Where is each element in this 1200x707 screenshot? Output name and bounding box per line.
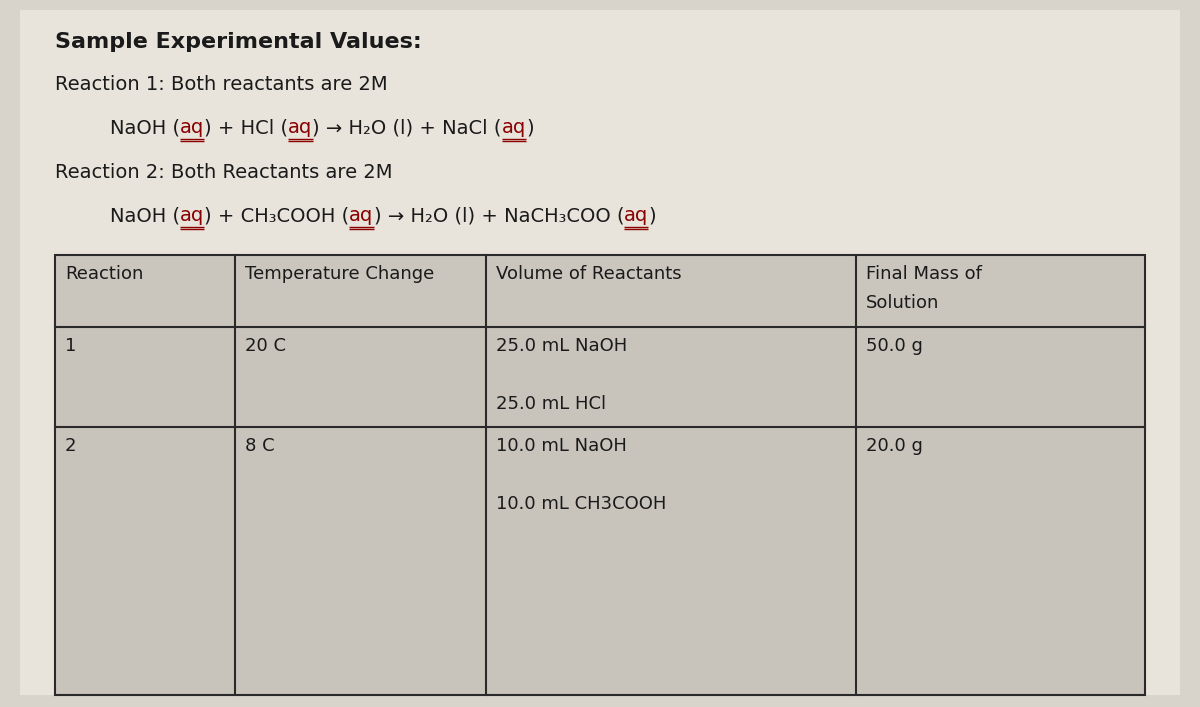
Bar xyxy=(235,427,486,695)
Bar xyxy=(486,427,856,695)
Text: NaOH (: NaOH ( xyxy=(110,206,180,225)
Bar xyxy=(55,255,1145,695)
Text: aq: aq xyxy=(180,118,204,137)
Text: aq: aq xyxy=(288,118,312,137)
Text: 25.0 mL NaOH

25.0 mL HCl: 25.0 mL NaOH 25.0 mL HCl xyxy=(496,337,626,414)
Text: aq: aq xyxy=(502,118,526,137)
Text: Temperature Change: Temperature Change xyxy=(245,265,434,283)
Text: Reaction 1: Both reactants are 2M: Reaction 1: Both reactants are 2M xyxy=(55,75,388,94)
Bar xyxy=(856,327,1145,427)
Bar xyxy=(235,255,486,327)
Text: Sample Experimental Values:: Sample Experimental Values: xyxy=(55,32,421,52)
Text: 2: 2 xyxy=(65,437,77,455)
Text: ): ) xyxy=(648,206,656,225)
Text: 50.0 g: 50.0 g xyxy=(866,337,923,355)
Text: ): ) xyxy=(526,118,534,137)
Bar xyxy=(486,255,856,327)
Text: 8 C: 8 C xyxy=(245,437,275,455)
Text: 20 C: 20 C xyxy=(245,337,286,355)
Text: aq: aq xyxy=(349,206,373,225)
Bar xyxy=(856,427,1145,695)
Bar xyxy=(486,327,856,427)
Bar xyxy=(55,255,235,327)
Text: Reaction 2: Both Reactants are 2M: Reaction 2: Both Reactants are 2M xyxy=(55,163,392,182)
Text: Reaction: Reaction xyxy=(65,265,143,283)
Text: ) + HCl (: ) + HCl ( xyxy=(204,118,288,137)
Text: ) → H₂O (l) + NaCH₃COO (: ) → H₂O (l) + NaCH₃COO ( xyxy=(373,206,624,225)
Bar xyxy=(55,327,235,427)
Text: NaOH (: NaOH ( xyxy=(110,118,180,137)
Bar xyxy=(235,327,486,427)
Text: ) + CH₃COOH (: ) + CH₃COOH ( xyxy=(204,206,349,225)
Bar xyxy=(856,255,1145,327)
Text: 10.0 mL NaOH

10.0 mL CH3COOH: 10.0 mL NaOH 10.0 mL CH3COOH xyxy=(496,437,666,513)
Text: aq: aq xyxy=(180,206,204,225)
Text: 1: 1 xyxy=(65,337,77,355)
FancyBboxPatch shape xyxy=(20,10,1180,695)
Text: Final Mass of
Solution: Final Mass of Solution xyxy=(866,265,982,312)
Text: Volume of Reactants: Volume of Reactants xyxy=(496,265,682,283)
Text: aq: aq xyxy=(624,206,648,225)
Text: ) → H₂O (l) + NaCl (: ) → H₂O (l) + NaCl ( xyxy=(312,118,502,137)
Text: 20.0 g: 20.0 g xyxy=(866,437,923,455)
Bar xyxy=(55,427,235,695)
